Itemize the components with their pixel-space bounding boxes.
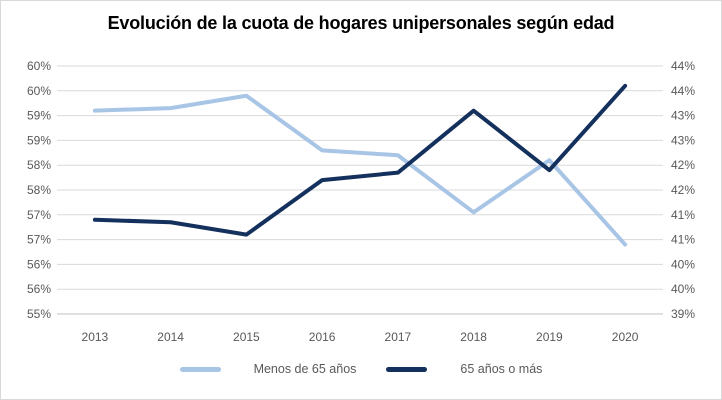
y-axis-tick-label-right: 42% <box>671 183 695 197</box>
y-axis-tick-label-left: 60% <box>27 84 51 98</box>
y-axis-tick-label-right: 43% <box>671 109 695 123</box>
y-axis-tick-label-right: 44% <box>671 59 695 73</box>
y-axis-tick-label-left: 60% <box>27 59 51 73</box>
legend: Menos de 65 años 65 años o más <box>1 362 721 376</box>
chart-title: Evolución de la cuota de hogares unipers… <box>107 13 615 33</box>
y-axis-tick-label-right: 43% <box>671 133 695 147</box>
x-axis-year-label: 2016 <box>309 330 336 344</box>
x-axis-year-label: 2013 <box>82 330 109 344</box>
y-axis-tick-label-left: 59% <box>27 133 51 147</box>
series-line-menos-de-65-a-os <box>92 93 628 247</box>
series-line-65-a-os-o-m-s <box>92 83 628 237</box>
legend-item-menos-de-65: Menos de 65 años <box>179 362 357 376</box>
y-axis-tick-label-right: 44% <box>671 84 695 98</box>
y-axis-tick-label-left: 57% <box>27 208 51 222</box>
y-axis-tick-label-left: 59% <box>27 109 51 123</box>
y-axis-tick-label-right: 41% <box>671 208 695 222</box>
x-axis-year-label: 2019 <box>536 330 563 344</box>
legend-label-menos-de-65: Menos de 65 años <box>253 362 357 376</box>
y-axis-tick-label-left: 56% <box>27 257 51 271</box>
y-axis-tick-label-right: 39% <box>671 307 695 321</box>
y-axis-tick-label-left: 58% <box>27 183 51 197</box>
y-axis-tick-label-right: 40% <box>671 257 695 271</box>
y-axis-tick-label-left: 58% <box>27 158 51 172</box>
y-axis-tick-label-left: 55% <box>27 307 51 321</box>
y-axis-tick-label-right: 42% <box>671 158 695 172</box>
y-axis-tick-label-left: 56% <box>27 282 51 296</box>
y-axis-tick-label-left: 57% <box>27 233 51 247</box>
x-axis-year-label: 2018 <box>460 330 487 344</box>
x-axis-year-label: 2020 <box>612 330 639 344</box>
legend-item-65-o-mas: 65 años o más <box>386 362 542 376</box>
y-axis-tick-label-right: 41% <box>671 233 695 247</box>
legend-label-65-o-mas: 65 años o más <box>460 362 543 376</box>
legend-swatch-menos-de-65-icon <box>179 366 221 372</box>
y-axis-tick-label-right: 40% <box>671 282 695 296</box>
x-axis-year-label: 2014 <box>157 330 184 344</box>
x-axis-year-label: 2015 <box>233 330 260 344</box>
legend-swatch-65-o-mas-icon <box>386 366 428 372</box>
x-axis-year-label: 2017 <box>385 330 412 344</box>
